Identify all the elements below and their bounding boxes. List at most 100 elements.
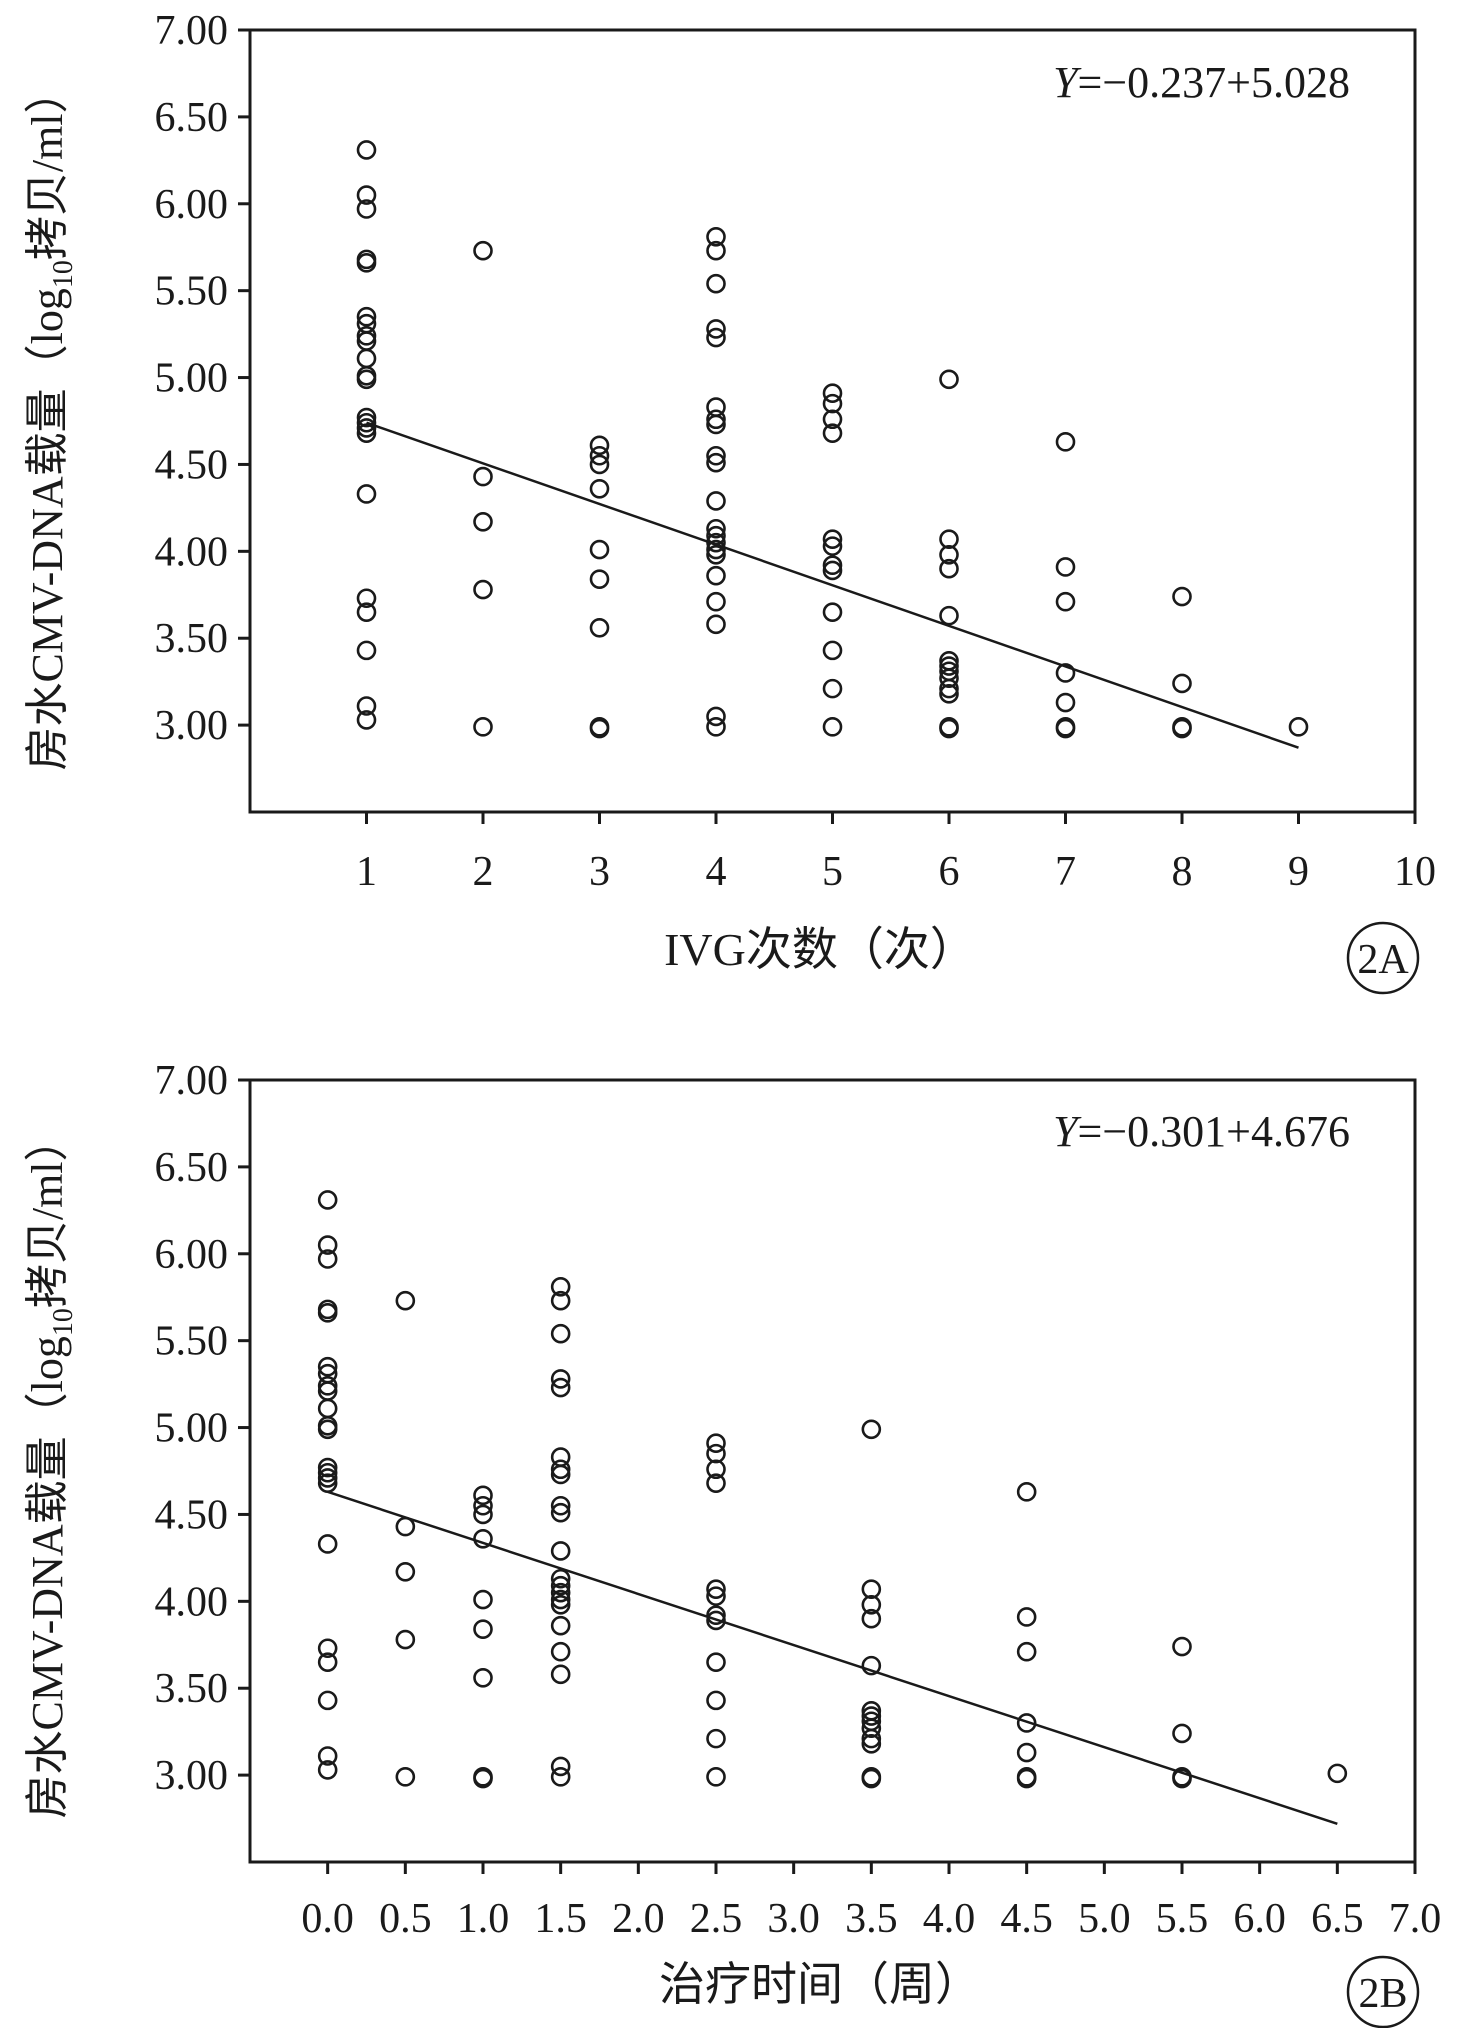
x-tick-label: 4.0 <box>923 1896 976 1942</box>
y-tick-label: 7.00 <box>155 8 229 54</box>
data-point <box>1016 1742 1037 1763</box>
data-point <box>473 717 493 737</box>
data-point <box>473 1667 493 1688</box>
data-point <box>706 525 726 546</box>
data-point <box>550 1664 571 1685</box>
data-point <box>706 226 726 247</box>
data-point <box>1055 663 1076 683</box>
y-tick-label: 6.50 <box>155 95 229 141</box>
y-tick-label: 5.50 <box>155 269 229 315</box>
data-point <box>550 1459 571 1480</box>
data-point <box>550 1464 571 1485</box>
data-point <box>861 1768 882 1789</box>
data-point <box>939 684 959 704</box>
data-point <box>861 1579 882 1599</box>
data-point <box>706 614 726 635</box>
data-point <box>822 717 843 737</box>
data-point <box>317 1303 338 1323</box>
data-point <box>589 718 610 739</box>
data-point <box>706 518 726 539</box>
equation-text: =−0.301+4.676 <box>1078 1107 1350 1156</box>
y-tick-label: 5.00 <box>155 1406 229 1452</box>
data-point <box>706 1459 726 1480</box>
x-tick-label: 2.0 <box>612 1896 665 1942</box>
data-point <box>1327 1763 1348 1784</box>
data-point <box>356 588 377 609</box>
data-point <box>1288 717 1309 737</box>
x-tick-label: 3.5 <box>845 1896 898 1942</box>
data-point <box>1016 1768 1037 1789</box>
y-tick-label: 3.00 <box>155 1753 229 1799</box>
data-point <box>939 656 959 676</box>
data-point <box>822 536 843 556</box>
data-point <box>550 1641 571 1662</box>
y-tick-label: 6.00 <box>155 1232 229 1278</box>
data-point <box>822 678 843 699</box>
data-point <box>317 1462 338 1483</box>
data-point <box>550 1767 571 1787</box>
x-tick-label: 6 <box>939 849 960 895</box>
y-tick-label: 3.50 <box>155 1666 229 1712</box>
x-tick-label: 2.5 <box>690 1896 743 1942</box>
data-point <box>861 1718 882 1738</box>
data-point <box>356 326 377 346</box>
regression-equation: Y=−0.301+4.676 <box>1053 1107 1350 1156</box>
data-point <box>356 602 377 622</box>
data-point <box>550 1575 571 1596</box>
data-point <box>706 1610 726 1631</box>
x-tick-label: 7.0 <box>1389 1896 1442 1942</box>
data-point <box>1172 673 1192 694</box>
x-tick-label: 0.5 <box>379 1896 432 1942</box>
data-point <box>317 1690 338 1711</box>
data-point <box>706 1690 726 1711</box>
data-point <box>550 1290 571 1311</box>
x-tick-label: 4.5 <box>1000 1896 1053 1942</box>
data-point <box>473 1495 493 1516</box>
data-point <box>1016 1641 1037 1662</box>
data-point <box>706 240 726 261</box>
data-point <box>822 529 843 549</box>
x-tick-label: 3 <box>589 849 610 895</box>
data-point <box>706 414 726 435</box>
data-point <box>706 591 726 612</box>
data-point <box>822 423 843 443</box>
x-tick-label: 10 <box>1394 849 1436 895</box>
data-point <box>939 668 959 688</box>
y-tick-label: 5.50 <box>155 1319 229 1365</box>
data-point <box>356 418 377 438</box>
equation-y-symbol: Y <box>1053 1107 1082 1156</box>
y-axis-label-part: 房水CMV-DNA载量（log <box>23 288 72 770</box>
data-point <box>317 1235 338 1255</box>
data-point <box>861 1706 882 1726</box>
plot-frame <box>248 28 1417 814</box>
data-point <box>550 1595 571 1615</box>
data-point <box>706 319 726 339</box>
data-point <box>317 1356 338 1377</box>
y-axis-label-part: 拷贝/ml） <box>23 1117 72 1308</box>
data-point <box>706 273 726 294</box>
data-point <box>706 452 726 473</box>
data-point <box>550 1568 571 1589</box>
x-tick-label: 6.0 <box>1233 1896 1286 1942</box>
x-tick-label: 4 <box>706 849 727 895</box>
data-point <box>589 539 610 560</box>
x-tick-label: 8 <box>1172 849 1193 895</box>
y-tick-label: 3.50 <box>155 616 229 662</box>
equation-text: =−0.237+5.028 <box>1078 58 1350 107</box>
data-point <box>822 640 843 661</box>
data-point <box>706 706 726 727</box>
data-point <box>550 1369 571 1389</box>
data-point <box>317 1376 338 1396</box>
data-point <box>395 1561 416 1582</box>
x-tick-label: 7 <box>1055 849 1076 895</box>
data-point <box>822 602 843 622</box>
scatter-chart-2a: 3.00 3.50 4.00 4.50 5.00 5.50 6.00 6.50 7.00 1 2 3 4… <box>23 8 1436 995</box>
data-point <box>473 511 493 532</box>
data-point <box>706 539 726 560</box>
data-point <box>317 1398 338 1419</box>
data-point <box>822 409 843 430</box>
data-point <box>1055 718 1076 739</box>
data-point <box>473 1504 493 1525</box>
data-point <box>1055 591 1076 612</box>
y-axis-label-part: 拷贝/ml） <box>23 69 72 260</box>
